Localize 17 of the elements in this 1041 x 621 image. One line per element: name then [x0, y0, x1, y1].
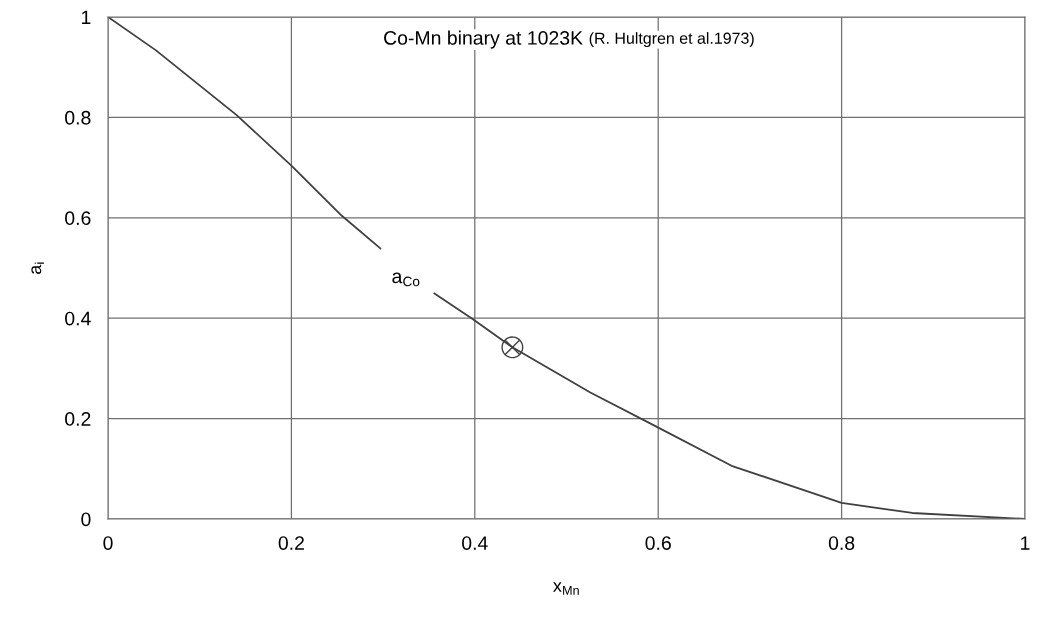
x-tick-label: 1 [1021, 536, 1030, 550]
annotation: a$_{Co}$ [392, 272, 420, 287]
text: Co-Mn binary at 1023K [384, 30, 583, 49]
y-axis-title: a$_{i}$ [31, 262, 44, 274]
x-tick-label: 0 [103, 536, 113, 550]
x-tick-label: 0.8 [828, 536, 855, 550]
y-tick-label: 0.8 [65, 110, 91, 125]
x-axis-title: x$_{Mn}$ [553, 582, 579, 595]
x-tick-label: 0.4 [462, 536, 488, 550]
y-tick-label: 0.6 [65, 211, 91, 226]
x-tick-label: 0.2 [278, 536, 304, 550]
x-tick-label: 0.6 [645, 536, 671, 550]
text: (R. Hultgren et al.1973) [589, 32, 754, 48]
y-tick-label: 0 [81, 512, 91, 527]
y-tick-label: 0.2 [65, 412, 91, 426]
y-tick-label: 1 [82, 10, 91, 25]
y-tick-label: 0.4 [65, 311, 91, 326]
